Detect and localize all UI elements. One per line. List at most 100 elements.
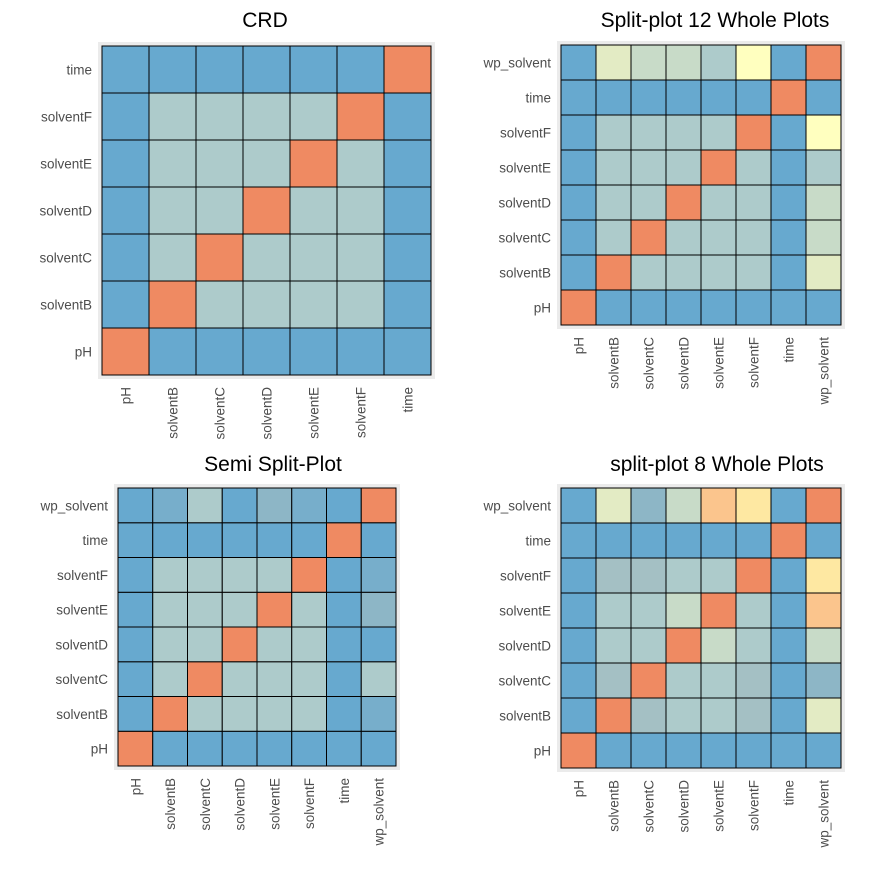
y-tick-label: solventE	[40, 157, 92, 172]
heatmap-cell	[195, 45, 244, 94]
heatmap-cell	[630, 114, 667, 151]
x-tick-label: pH	[572, 780, 587, 797]
heatmap-cell	[187, 522, 223, 558]
heatmap-cell	[805, 254, 842, 291]
heatmap-cell	[242, 233, 291, 282]
heatmap-cell	[291, 557, 327, 593]
heatmap-cell	[630, 557, 667, 594]
heatmap-cell	[735, 522, 772, 559]
heatmap-cell	[560, 697, 597, 734]
heatmap-cell	[291, 591, 327, 628]
heatmap-cell	[665, 662, 702, 699]
heatmap-cell	[560, 44, 597, 81]
heatmap-cell	[101, 186, 150, 235]
heatmap-cell	[256, 557, 293, 593]
heatmap-cell	[630, 627, 667, 664]
heatmap-cell	[630, 79, 667, 116]
heatmap-cell	[195, 186, 244, 235]
heatmap-cell	[770, 662, 807, 699]
heatmap-cell	[630, 184, 667, 221]
x-tick-label: solventB	[607, 337, 622, 389]
heatmap-cell	[195, 233, 244, 282]
heatmap-cell	[700, 592, 737, 629]
heatmap-cell	[187, 696, 223, 732]
heatmap-cell	[665, 254, 702, 291]
heatmap-cell	[805, 592, 842, 629]
y-tick-label: solventF	[41, 110, 92, 125]
heatmap-cell	[101, 327, 150, 376]
heatmap-cell	[595, 592, 632, 629]
heatmap-cell	[148, 327, 197, 376]
y-tick-label: solventF	[500, 569, 551, 584]
heatmap-cell	[242, 327, 291, 376]
heatmap-cell	[289, 280, 338, 329]
heatmap-cell	[805, 79, 842, 116]
heatmap-cell	[117, 522, 154, 558]
heatmap-cell	[770, 79, 807, 116]
heatmap-cell	[101, 139, 150, 188]
heatmap-cell	[152, 557, 188, 593]
heatmap-cell	[101, 92, 150, 141]
heatmap-cell	[770, 254, 807, 291]
heatmap-cell	[336, 280, 385, 329]
heatmap-cell	[326, 522, 362, 558]
heatmap-cell	[805, 114, 842, 151]
heatmap-cell	[770, 732, 807, 769]
y-tick-label: solventE	[499, 161, 551, 176]
heatmap-cell	[117, 730, 154, 767]
heatmap-cell	[336, 233, 385, 282]
heatmap-cell	[805, 557, 842, 594]
heatmap-cell	[665, 732, 702, 769]
y-tick-label: solventB	[40, 298, 92, 313]
heatmap-cell	[700, 114, 737, 151]
heatmap-cell	[291, 730, 327, 767]
heatmap-cell	[700, 184, 737, 221]
heatmap-cell	[665, 557, 702, 594]
heatmap-cell	[735, 697, 772, 734]
heatmap-cell	[360, 696, 397, 732]
heatmap-cell	[117, 626, 154, 663]
x-tick-label: solventD	[260, 387, 275, 440]
heatmap-cell	[360, 522, 397, 558]
heatmap-cell	[289, 327, 338, 376]
x-tick-label: time	[337, 778, 352, 804]
heatmap-cell	[148, 45, 197, 94]
heatmap-cell	[148, 139, 197, 188]
heatmap-cell	[595, 289, 632, 326]
heatmap-cell	[665, 697, 702, 734]
heatmap-cell	[595, 184, 632, 221]
heatmap-cell	[700, 557, 737, 594]
heatmap-cell	[195, 139, 244, 188]
heatmap-cell	[195, 92, 244, 141]
heatmap-cell	[152, 591, 188, 628]
chart-title: Semi Split-Plot	[204, 453, 342, 476]
heatmap-cell	[221, 557, 258, 593]
heatmap-panel-4: split-plot 8 Whole Plots pH solventB solven…	[482, 453, 845, 849]
heatmap-cell	[383, 327, 432, 376]
heatmap-cell	[256, 522, 293, 558]
heatmap-cell	[560, 522, 597, 559]
heatmap-cell	[770, 697, 807, 734]
heatmap-cell	[256, 696, 293, 732]
heatmap-cell	[336, 45, 385, 94]
y-tick-label: pH	[534, 744, 551, 759]
heatmap-cell	[630, 289, 667, 326]
heatmap-cell	[665, 487, 702, 524]
heatmap-cell	[336, 139, 385, 188]
heatmap-cell	[700, 254, 737, 291]
x-tick-label: solventB	[607, 780, 622, 832]
heatmap-cell	[117, 661, 154, 697]
heatmap-cell	[560, 627, 597, 664]
heatmap-cell	[195, 327, 244, 376]
heatmap-cell	[326, 591, 362, 628]
heatmap-cell	[665, 184, 702, 221]
heatmap-cell	[336, 327, 385, 376]
heatmap-cell	[735, 732, 772, 769]
x-tick-label: pH	[128, 778, 143, 795]
x-tick-label: pH	[119, 387, 134, 404]
heatmap-cell	[805, 662, 842, 699]
heatmap-cell	[383, 139, 432, 188]
heatmap-cell	[383, 45, 432, 94]
heatmap-cell	[360, 487, 397, 524]
heatmap-cell	[630, 732, 667, 769]
